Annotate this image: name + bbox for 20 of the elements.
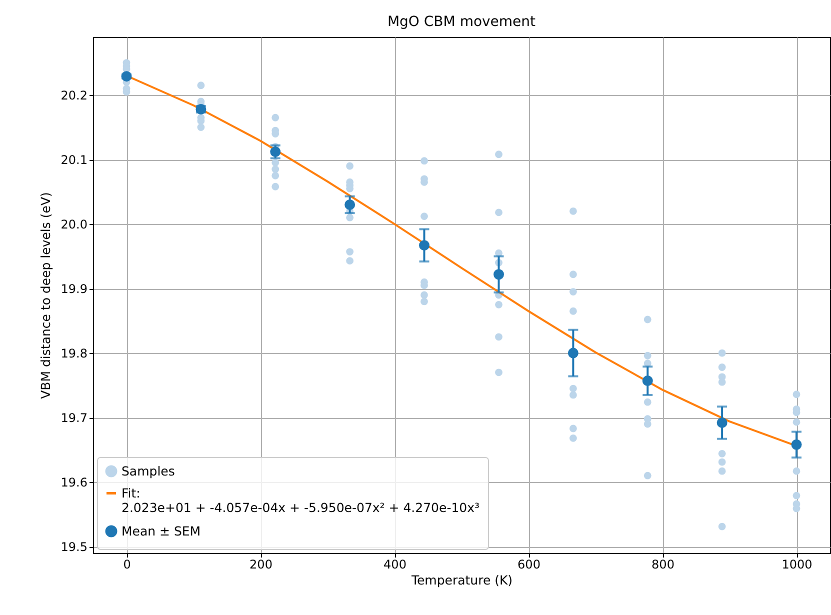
y-tick-label: 19.9 [60, 282, 88, 296]
legend-label: Mean ± SEM [122, 523, 201, 538]
x-tick-label: 400 [384, 558, 406, 572]
x-axis-title: Temperature (K) [410, 572, 513, 588]
y-tick-label: 19.8 [60, 346, 88, 361]
y-axis-title: VBM distance to deep levels (eV) [38, 192, 53, 399]
y-tick-label: 19.6 [60, 476, 88, 490]
y-tick-label: 20.0 [60, 218, 88, 232]
y-tick-label: 20.1 [60, 153, 88, 168]
chart-title: MgO CBM movement [387, 14, 536, 30]
y-tick-label: 19.7 [60, 411, 88, 426]
x-tick-label: 1000 [782, 558, 812, 572]
legend-label: Fit: 2.023e+01 + -4.057e-04x + -5.950e-07x² + 4.270e-10x³ [122, 485, 480, 515]
x-tick-label: 600 [518, 558, 540, 572]
y-tick-label: 20.2 [60, 88, 88, 103]
x-tick-label: 800 [652, 558, 674, 572]
y-tick-label: 19.5 [60, 540, 88, 554]
legend-label: Samples [122, 463, 175, 478]
x-tick-label: 0 [123, 558, 131, 572]
x-tick-label: 200 [250, 558, 272, 572]
